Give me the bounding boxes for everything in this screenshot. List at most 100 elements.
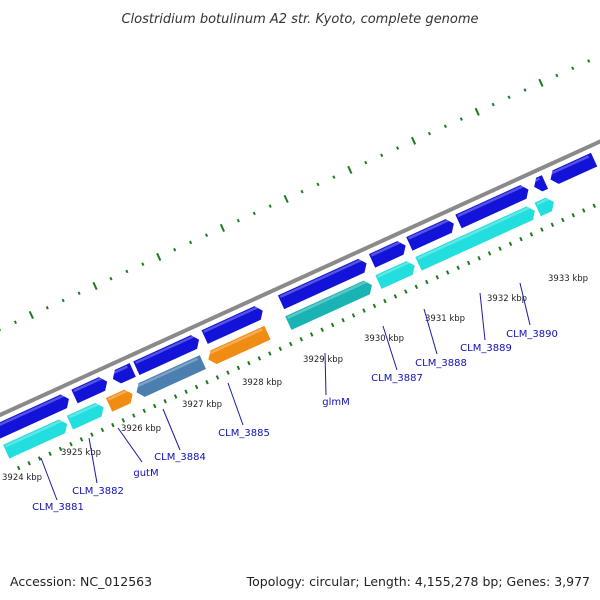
leader-line [117, 427, 143, 463]
ruler-tick [540, 227, 544, 232]
gc-tick [92, 281, 98, 291]
gene-highlight [5, 419, 63, 448]
ruler-tick [477, 255, 481, 261]
gene-forward[interactable] [454, 183, 530, 230]
ruler-tick [529, 232, 534, 237]
kbp-label: 3927 kbp [182, 400, 222, 410]
gene-forward[interactable] [367, 239, 407, 269]
ruler-tick [27, 461, 31, 466]
ruler-tick [194, 384, 199, 390]
gene-CLM_3884[interactable] [135, 353, 208, 398]
gene-forward[interactable] [111, 361, 138, 385]
ruler-tick [152, 403, 157, 409]
ruler-tick [341, 317, 345, 323]
ruler-tick [362, 308, 366, 313]
leader-line [88, 437, 98, 484]
leader-line [382, 325, 398, 371]
gene-label-clm_3889[interactable]: CLM_3889 [460, 343, 512, 354]
gc-tick [125, 269, 129, 274]
ruler-tick [508, 241, 513, 247]
gene-label-clm_3890[interactable]: CLM_3890 [506, 329, 558, 340]
ruler-tick [425, 279, 429, 285]
gene-labels: CLM_3881 CLM_3882 gutM CLM_3884 CLM_3885 glmM… [32, 282, 558, 513]
gene-label-gutm[interactable]: gutM [133, 468, 158, 479]
gene-highlight [287, 280, 368, 319]
gene-forward[interactable] [131, 334, 201, 377]
kbp-label: 3924 kbp [2, 473, 42, 483]
ruler-tick [320, 327, 324, 332]
ruler-tick [37, 456, 42, 461]
gene-highlight [370, 241, 401, 257]
gene-gutM[interactable] [104, 388, 134, 413]
gene-label-clm_3882[interactable]: CLM_3882 [72, 486, 124, 497]
gc-tick [109, 276, 113, 281]
gene-CLM_3888[interactable] [414, 205, 536, 272]
ruler-tick [278, 346, 283, 352]
gene-label-clm_3881[interactable]: CLM_3881 [32, 502, 84, 513]
gene-label-clm_3885[interactable]: CLM_3885 [218, 428, 270, 439]
gene-highlight [279, 258, 362, 298]
ruler-tick [330, 322, 335, 328]
gc-tick [61, 298, 65, 303]
ruler-tick [435, 275, 439, 280]
gene-highlight [111, 365, 128, 375]
gene-highlight [207, 328, 263, 356]
gene-highlight [203, 306, 258, 333]
gene-CLM_3890[interactable] [533, 196, 556, 218]
ruler-tick [582, 208, 586, 213]
gene-highlight [549, 155, 590, 176]
gc-tick [316, 182, 320, 187]
gc-tick [538, 78, 544, 87]
gene-highlight [408, 219, 450, 240]
gene-highlight [73, 377, 103, 393]
gene-forward[interactable] [549, 151, 599, 186]
gene-label-clm_3888[interactable]: CLM_3888 [415, 358, 467, 369]
ruler-tick [111, 422, 115, 428]
gc-tick [236, 218, 240, 223]
ruler-tick [487, 251, 492, 256]
gc-tick [268, 204, 272, 208]
ruler-tick [215, 375, 220, 380]
gc-tick [28, 310, 34, 320]
gene-glmM[interactable] [283, 279, 374, 332]
gc-tick [219, 223, 226, 232]
gc-skew-ticks [0, 59, 591, 331]
gene-forward[interactable] [533, 173, 550, 193]
leader-line [40, 457, 58, 501]
gene-label-clm_3884[interactable]: CLM_3884 [154, 452, 206, 463]
ruler-tick [90, 432, 94, 437]
leader-line [227, 382, 244, 426]
gc-tick [300, 189, 304, 194]
ruler-tick [226, 370, 230, 375]
gene-forward[interactable] [276, 257, 368, 311]
kbp-ruler: 3924 kbp 3925 kbp 3926 kbp 3927 kbp 3928 kbp… [2, 203, 596, 483]
ruler-tick [414, 284, 419, 290]
gc-tick [410, 136, 417, 145]
gene-forward[interactable] [0, 393, 71, 440]
gc-tick [571, 66, 575, 71]
gene-CLM_3887[interactable] [374, 259, 416, 291]
gene-reverse[interactable] [1, 418, 69, 460]
gene-CLM_3885[interactable] [207, 324, 272, 366]
ruler-tick [445, 270, 450, 275]
ruler-tick [571, 213, 576, 218]
gene-forward[interactable] [404, 217, 455, 252]
gene-forward[interactable] [200, 305, 264, 346]
gene-highlight [135, 335, 195, 364]
gc-tick [427, 131, 431, 136]
genome-backbone [0, 139, 600, 418]
gene-forward[interactable] [70, 375, 109, 405]
kbp-label: 3932 kbp [487, 294, 527, 304]
gene-reverse[interactable] [65, 401, 105, 431]
ruler-tick [79, 437, 84, 442]
gene-label-clm_3887[interactable]: CLM_3887 [371, 373, 423, 384]
gene-track [0, 151, 599, 460]
ruler-tick [309, 332, 314, 337]
ruler-tick [58, 446, 63, 452]
gene-label-glmm[interactable]: glmM [322, 397, 350, 408]
gc-tick [156, 252, 162, 261]
accession-label: Accession: NC_012563 [10, 574, 152, 589]
leader-line [479, 292, 486, 341]
gc-tick [252, 211, 256, 216]
